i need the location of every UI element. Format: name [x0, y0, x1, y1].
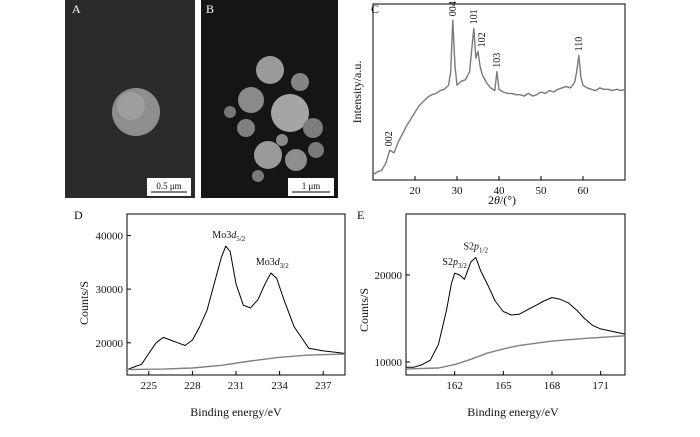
x-tick-label-c: 40: [494, 185, 506, 197]
x-tick-label-c: 30: [452, 185, 464, 197]
plot-frame-e: [405, 213, 626, 376]
spectrum-line-e: [406, 257, 626, 368]
y-tick-label-e: 20000: [375, 270, 403, 282]
x-axis-title-d: Binding energy/eV: [190, 405, 282, 419]
x-tick-label-c: 50: [536, 185, 548, 197]
peak-label-102: 102: [477, 32, 488, 47]
x-tick-label-d: 237: [315, 380, 332, 392]
x-tick-label-e: 162: [446, 380, 463, 392]
x-tick-label-e: 168: [544, 380, 561, 392]
y-tick-label-e: 10000: [375, 357, 403, 369]
background-line-e: [405, 335, 626, 370]
panel-letter-e: E: [357, 208, 364, 222]
panel-b: B 1 μm: [201, 0, 338, 198]
background-line-d: [126, 353, 346, 371]
y-tick-label-d: 30000: [96, 284, 124, 296]
chart-xps-mo: D Binding energy/eV Counts/S 225 228 231 23…: [74, 208, 346, 419]
y-axis-title-c: Intensity/a.u.: [350, 61, 364, 124]
panel-a: A 0.5 μm: [65, 0, 195, 198]
peak-label-d: Mo3d5/2: [212, 230, 245, 243]
x-tick-label-e: 171: [592, 380, 609, 392]
y-tick-label-d: 20000: [96, 338, 124, 350]
spectrum-line-c: [372, 19, 626, 176]
x-tick-label-d: 228: [184, 380, 201, 392]
scale-bar-label-b: 1 μm: [302, 181, 321, 191]
x-axis-title-c: 2θ/(°): [488, 193, 516, 207]
x-axis-title-e: Binding energy/eV: [467, 405, 559, 419]
sem-particle-a-highlight: [117, 92, 145, 120]
scale-bar-label-a: 0.5 μm: [156, 181, 181, 191]
panel-letter-a: A: [72, 2, 81, 16]
plot-frame-c: [372, 3, 626, 181]
sem-particles-b: [224, 56, 324, 182]
peak-label-e: S2p3/2: [442, 257, 467, 270]
y-axis-title-e: Counts/S: [357, 288, 371, 332]
peak-label-004: 004: [448, 1, 459, 16]
x-tick-label-e: 165: [495, 380, 512, 392]
peak-label-103: 103: [492, 53, 503, 68]
x-tick-label-d: 231: [228, 380, 245, 392]
panel-letter-b: B: [206, 2, 214, 16]
peak-label-101: 101: [469, 9, 480, 24]
peak-label-d: Mo3d3/2: [256, 257, 289, 270]
y-tick-label-d: 40000: [96, 230, 124, 242]
chart-xrd: C 2θ/(°) Intensity/a.u. 20 30 40 50 60 002 004…: [350, 1, 626, 207]
x-tick-label-d: 225: [141, 380, 158, 392]
panel-letter-c: C: [371, 2, 379, 16]
peak-label-110: 110: [574, 37, 585, 52]
chart-xps-s: E Binding energy/eV Counts/S 162 165 168 17…: [357, 208, 626, 419]
x-tick-label-c: 60: [578, 185, 590, 197]
x-tick-label-d: 234: [271, 380, 288, 392]
spectrum-line-d: [126, 245, 346, 371]
panel-letter-d: D: [74, 208, 83, 222]
peak-label-002: 002: [384, 131, 395, 146]
y-axis-title-d: Counts/S: [77, 281, 91, 325]
peak-label-e: S2p1/2: [463, 242, 488, 255]
x-tick-label-c: 20: [410, 185, 422, 197]
